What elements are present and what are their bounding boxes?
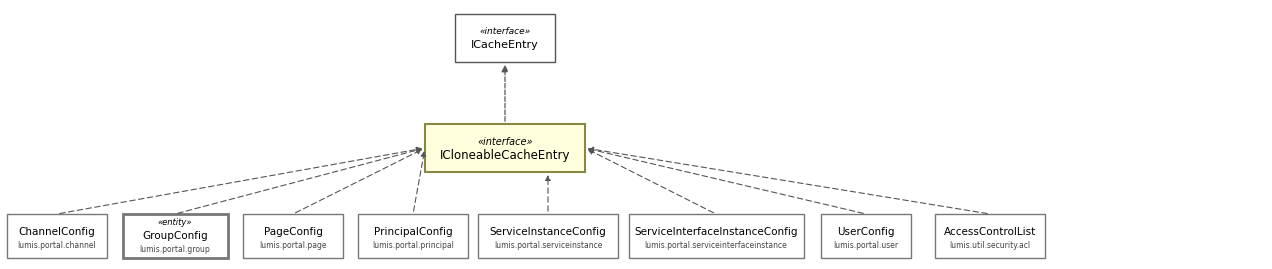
Bar xyxy=(455,14,555,62)
Text: lumis.portal.serviceinstance: lumis.portal.serviceinstance xyxy=(494,242,602,250)
Text: lumis.portal.channel: lumis.portal.channel xyxy=(18,242,97,250)
Text: ServiceInterfaceInstanceConfig: ServiceInterfaceInstanceConfig xyxy=(635,227,798,237)
Bar xyxy=(935,214,1046,258)
Bar xyxy=(8,214,107,258)
Bar xyxy=(243,214,343,258)
Text: ServiceInstanceConfig: ServiceInstanceConfig xyxy=(490,227,607,237)
Text: lumis.portal.group: lumis.portal.group xyxy=(140,245,210,254)
Text: GroupConfig: GroupConfig xyxy=(142,231,207,241)
Bar xyxy=(628,214,804,258)
Text: PageConfig: PageConfig xyxy=(263,227,322,237)
Text: «entity»: «entity» xyxy=(158,218,192,227)
Text: ICloneableCacheEntry: ICloneableCacheEntry xyxy=(440,148,570,161)
Bar xyxy=(122,214,228,258)
Text: lumis.portal.principal: lumis.portal.principal xyxy=(373,242,454,250)
Text: lumis.portal.serviceinterfaceinstance: lumis.portal.serviceinterfaceinstance xyxy=(645,242,787,250)
Text: lumis.portal.page: lumis.portal.page xyxy=(259,242,327,250)
Text: PrincipalConfig: PrincipalConfig xyxy=(374,227,453,237)
Text: «interface»: «interface» xyxy=(480,27,530,37)
Bar xyxy=(357,214,468,258)
Bar xyxy=(820,214,911,258)
Text: ChannelConfig: ChannelConfig xyxy=(19,227,95,237)
Text: ICacheEntry: ICacheEntry xyxy=(471,40,539,50)
Text: lumis.portal.user: lumis.portal.user xyxy=(833,242,898,250)
Text: AccessControlList: AccessControlList xyxy=(944,227,1037,237)
Text: «interface»: «interface» xyxy=(477,137,533,147)
Bar xyxy=(478,214,618,258)
Text: lumis.util.security.acl: lumis.util.security.acl xyxy=(949,242,1030,250)
Bar xyxy=(425,124,585,172)
Text: UserConfig: UserConfig xyxy=(837,227,894,237)
